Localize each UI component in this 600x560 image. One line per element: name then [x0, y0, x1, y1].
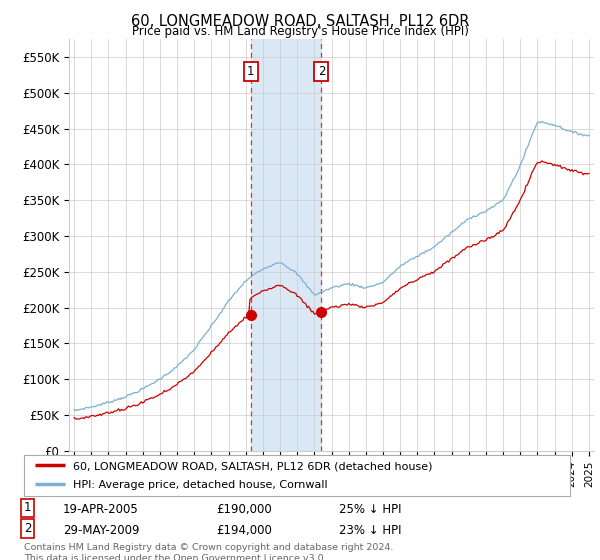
Text: 23% ↓ HPI: 23% ↓ HPI — [339, 524, 401, 536]
Text: 2: 2 — [317, 65, 325, 78]
Text: HPI: Average price, detached house, Cornwall: HPI: Average price, detached house, Corn… — [73, 480, 328, 489]
Bar — [251, 39, 322, 451]
Text: £190,000: £190,000 — [216, 503, 272, 516]
Text: 60, LONGMEADOW ROAD, SALTASH, PL12 6DR (detached house): 60, LONGMEADOW ROAD, SALTASH, PL12 6DR (… — [73, 461, 433, 471]
Text: 1: 1 — [247, 65, 254, 78]
Text: 25% ↓ HPI: 25% ↓ HPI — [339, 503, 401, 516]
Text: 60, LONGMEADOW ROAD, SALTASH, PL12 6DR: 60, LONGMEADOW ROAD, SALTASH, PL12 6DR — [131, 14, 469, 29]
Text: 19-APR-2005: 19-APR-2005 — [63, 503, 139, 516]
Text: £194,000: £194,000 — [216, 524, 272, 536]
Text: 29-MAY-2009: 29-MAY-2009 — [63, 524, 139, 536]
Text: 1: 1 — [24, 501, 32, 514]
Text: Contains HM Land Registry data © Crown copyright and database right 2024.
This d: Contains HM Land Registry data © Crown c… — [24, 543, 394, 560]
Text: 2: 2 — [24, 522, 32, 535]
Text: Price paid vs. HM Land Registry's House Price Index (HPI): Price paid vs. HM Land Registry's House … — [131, 25, 469, 38]
